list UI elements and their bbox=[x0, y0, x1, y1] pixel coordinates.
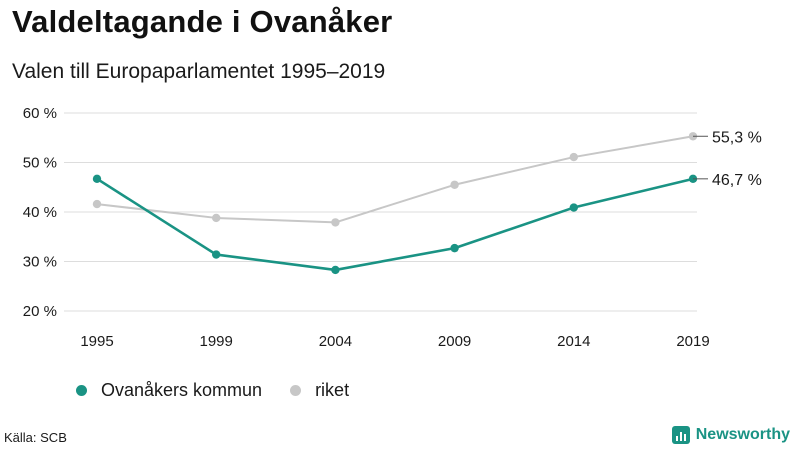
y-tick-label: 30 % bbox=[23, 254, 57, 271]
brand-name: Newsworthy bbox=[695, 426, 790, 443]
y-tick-label: 60 % bbox=[23, 105, 57, 122]
source-note: Källa: SCB bbox=[4, 430, 67, 445]
line-chart: 20 % 30 % 40 % 50 % 60 % 1995 1999 2004 2009 201… bbox=[23, 105, 762, 350]
data-point-riket bbox=[569, 152, 578, 162]
legend-marker-kommun bbox=[76, 385, 87, 396]
newsworthy-logo-icon bbox=[671, 426, 690, 444]
legend-item-riket: riket bbox=[290, 380, 349, 401]
chart-title: Valdeltagande i Ovanåker bbox=[12, 4, 393, 39]
y-tick-label: 20 % bbox=[23, 303, 57, 320]
brand-logo: Newsworthy bbox=[671, 426, 790, 444]
series-layer bbox=[92, 132, 698, 275]
x-tick-label: 2014 bbox=[557, 333, 590, 350]
data-point-kommun bbox=[92, 174, 102, 184]
chart-subtitle: Valen till Europaparlamentet 1995–2019 bbox=[12, 60, 386, 83]
legend-marker-riket bbox=[290, 385, 302, 396]
legend-label-riket: riket bbox=[315, 380, 350, 400]
x-tick-label: 1995 bbox=[80, 333, 113, 350]
data-point-kommun bbox=[212, 250, 221, 259]
series-line-kommun bbox=[96, 177, 694, 272]
data-point-riket bbox=[92, 199, 102, 209]
data-point-kommun bbox=[331, 265, 340, 275]
x-axis-ticks: 1995 1999 2004 2009 2014 2019 bbox=[80, 333, 709, 350]
series-line-riket bbox=[96, 135, 694, 224]
x-tick-label: 1999 bbox=[200, 333, 233, 350]
data-point-riket bbox=[331, 218, 340, 227]
x-tick-label: 2019 bbox=[676, 333, 709, 350]
data-point-riket bbox=[212, 213, 221, 223]
data-point-riket bbox=[450, 180, 459, 189]
end-label-kommun: 46,7 % bbox=[712, 172, 762, 189]
data-point-kommun bbox=[569, 203, 578, 212]
y-axis-ticks: 20 % 30 % 40 % 50 % 60 % bbox=[23, 105, 57, 320]
x-tick-label: 2004 bbox=[319, 333, 352, 350]
end-labels: 55,3 % 46,7 % bbox=[693, 129, 762, 189]
legend: Ovanåkers kommun riket bbox=[76, 380, 377, 401]
y-tick-label: 40 % bbox=[23, 204, 57, 221]
legend-label-kommun: Ovanåkers kommun bbox=[101, 380, 263, 400]
data-point-kommun bbox=[450, 243, 459, 253]
end-label-riket: 55,3 % bbox=[712, 129, 762, 146]
y-tick-label: 50 % bbox=[23, 155, 57, 172]
x-tick-label: 2009 bbox=[438, 333, 471, 350]
legend-item-kommun: Ovanåkers kommun bbox=[76, 380, 262, 401]
